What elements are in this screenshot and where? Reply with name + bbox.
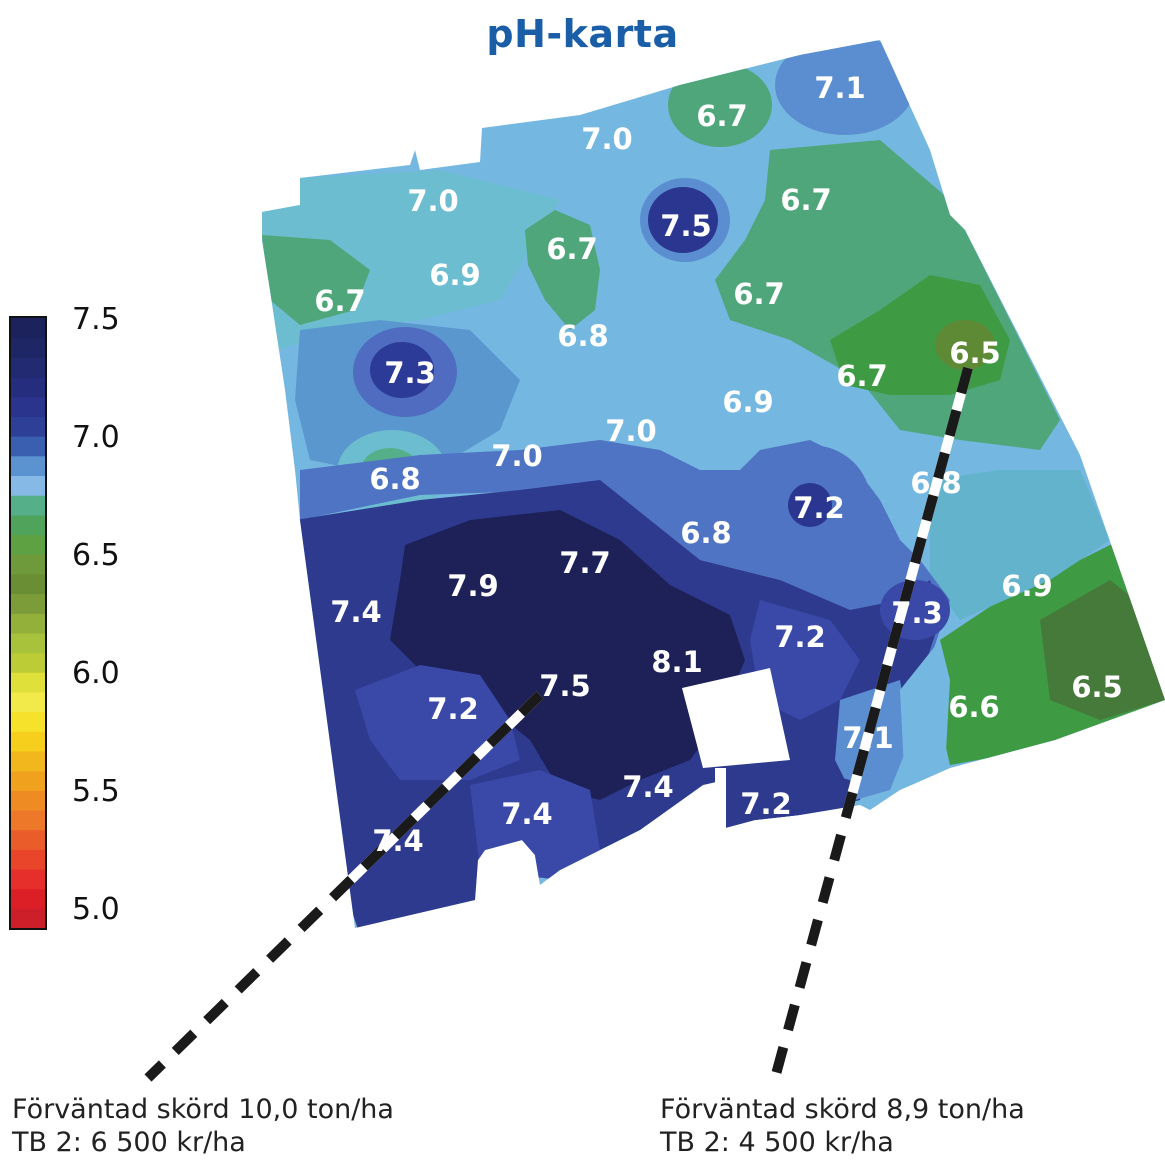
legend-color-step xyxy=(11,691,45,713)
legend-color-step xyxy=(11,632,45,654)
legend-color-step xyxy=(11,534,45,555)
left-caption: Förväntad skörd 10,0 ton/ha TB 2: 6 500 … xyxy=(12,1093,394,1159)
ph-value-label: 6.7 xyxy=(836,359,887,393)
ph-value-label: 6.7 xyxy=(546,232,597,266)
left-caption-yield: Förväntad skörd 10,0 ton/ha xyxy=(12,1094,394,1125)
right-caption: Förväntad skörd 8,9 ton/ha TB 2: 4 500 k… xyxy=(660,1093,1025,1159)
legend-color-step xyxy=(11,573,45,595)
legend-color-step xyxy=(11,770,45,791)
legend-tick-label: 5.5 xyxy=(72,774,120,809)
legend-color-step xyxy=(11,849,45,870)
legend-color-step xyxy=(11,416,45,437)
ph-value-label: 6.9 xyxy=(1001,569,1052,603)
ph-value-label: 6.7 xyxy=(314,284,365,318)
legend-tick-label: 7.5 xyxy=(72,302,120,337)
legend-color-step xyxy=(11,750,45,772)
legend-color-step xyxy=(11,711,45,732)
legend-color-step xyxy=(11,455,45,477)
left-caption-tb: TB 2: 6 500 kr/ha xyxy=(12,1127,246,1158)
right-caption-tb: TB 2: 4 500 kr/ha xyxy=(660,1127,894,1158)
legend-color-step xyxy=(11,731,45,752)
legend-color-step xyxy=(11,377,45,398)
legend-color-step xyxy=(11,396,45,417)
legend-color-step xyxy=(11,652,45,673)
ph-value-label: 7.0 xyxy=(491,439,542,473)
ph-value-label: 6.8 xyxy=(680,516,731,550)
ph-value-label: 6.7 xyxy=(733,277,784,311)
ph-value-label: 7.5 xyxy=(539,669,590,703)
left-sample-line xyxy=(144,691,544,1082)
ph-value-label: 7.3 xyxy=(384,356,435,390)
map-value-labels: 7.1 6.7 7.0 7.0 6.7 7.5 6.7 6.9 6.7 6.7 6.8 6.5 7.3 6… xyxy=(314,71,1122,858)
map-title: pH-karta xyxy=(486,12,679,56)
ph-value-label: 6.8 xyxy=(369,462,420,496)
ph-value-label: 6.7 xyxy=(696,99,747,133)
ph-value-label: 7.2 xyxy=(740,787,791,821)
ph-value-label: 7.0 xyxy=(581,122,632,156)
ph-value-label: 7.4 xyxy=(330,595,381,629)
ph-value-label: 8.1 xyxy=(651,645,702,679)
legend-tick-label: 7.0 xyxy=(72,420,120,455)
legend-color-step xyxy=(11,908,45,929)
ph-value-label: 6.6 xyxy=(948,690,999,724)
ph-value-label: 7.3 xyxy=(891,596,942,630)
field-hole xyxy=(682,668,790,768)
legend-color-step xyxy=(11,809,45,831)
legend-color-step xyxy=(11,357,45,378)
legend-color-step xyxy=(11,554,45,575)
legend-color-step xyxy=(11,495,45,516)
ph-value-label: 7.1 xyxy=(814,71,865,105)
ph-value-label: 7.7 xyxy=(559,546,610,580)
ph-value-label: 6.9 xyxy=(722,385,773,419)
legend-color-step xyxy=(11,337,45,358)
legend-frame xyxy=(9,316,47,930)
legend-tick-label: 6.0 xyxy=(72,656,120,691)
ph-value-label: 6.9 xyxy=(429,258,480,292)
ph-value-label: 6.5 xyxy=(1071,670,1122,704)
legend-color-step xyxy=(11,593,45,614)
ph-value-label: 6.7 xyxy=(780,183,831,217)
legend-color-step xyxy=(11,436,45,457)
legend-color-step xyxy=(11,475,45,496)
legend-tick-label: 5.0 xyxy=(72,892,120,927)
legend-color-step xyxy=(11,868,45,890)
legend-color-step xyxy=(11,888,45,909)
legend-tick-label: 6.5 xyxy=(72,538,120,573)
ph-value-label: 7.4 xyxy=(501,797,552,831)
ph-value-label: 7.1 xyxy=(842,721,893,755)
legend-color-step xyxy=(11,672,45,693)
ph-value-label: 7.5 xyxy=(660,209,711,243)
ph-value-label: 7.9 xyxy=(447,569,498,603)
ph-value-label: 6.8 xyxy=(910,466,961,500)
ph-value-label: 7.0 xyxy=(407,184,458,218)
ph-value-label: 7.4 xyxy=(372,824,423,858)
right-sample-line xyxy=(770,366,973,1080)
legend-color-step xyxy=(11,790,45,811)
ph-value-label: 6.8 xyxy=(557,319,608,353)
ph-value-label: 7.2 xyxy=(793,491,844,525)
legend-color-step xyxy=(11,613,45,634)
ph-value-label: 7.0 xyxy=(605,414,656,448)
ph-value-label: 7.2 xyxy=(427,692,478,726)
ph-value-label: 7.2 xyxy=(774,620,825,654)
legend-color-step xyxy=(11,829,45,850)
legend-color-step xyxy=(11,514,45,536)
right-caption-yield: Förväntad skörd 8,9 ton/ha xyxy=(660,1094,1025,1125)
legend-color-step xyxy=(11,318,45,339)
ph-value-label: 6.5 xyxy=(949,336,1000,370)
ph-value-label: 7.4 xyxy=(622,770,673,804)
legend-color-bar xyxy=(11,318,45,929)
